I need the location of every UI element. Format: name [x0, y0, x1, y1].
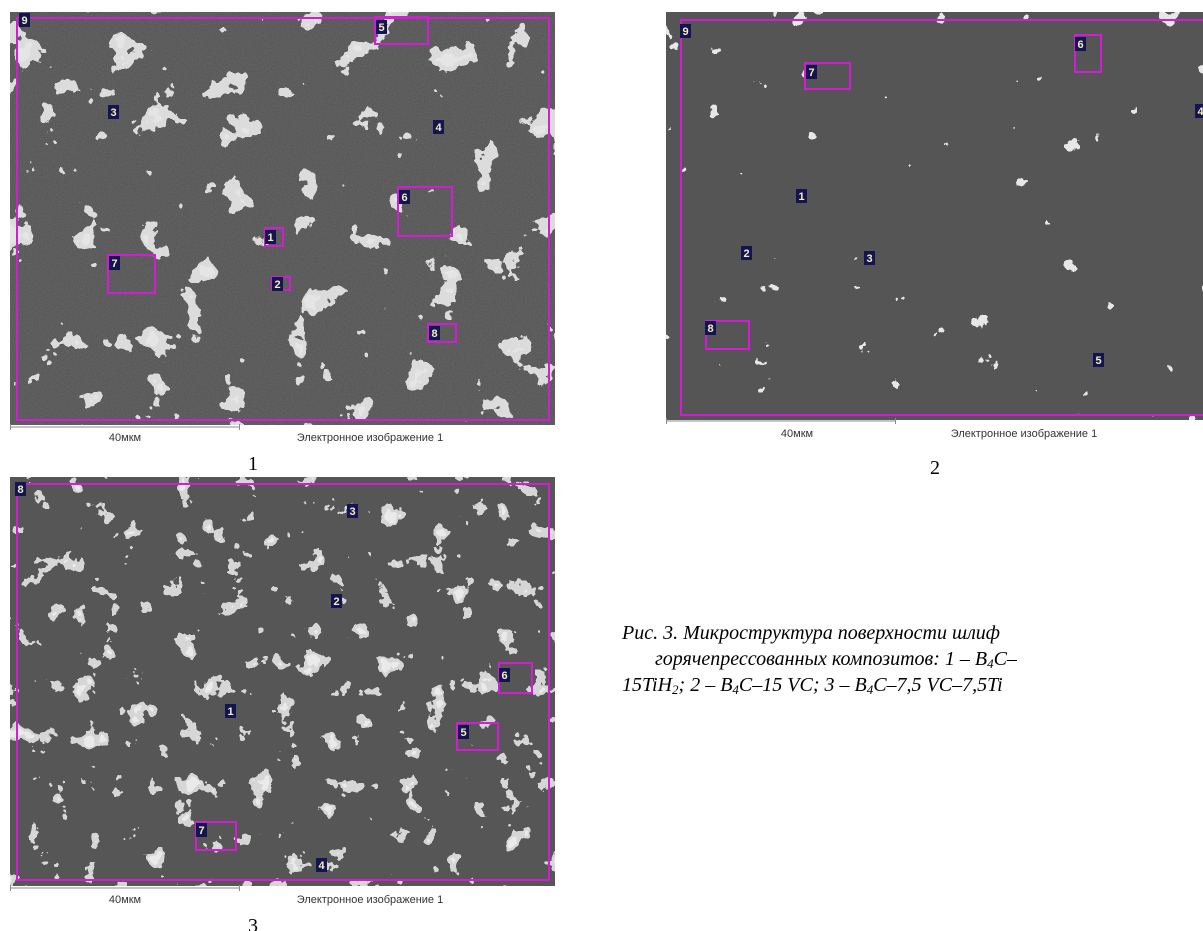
figure-caption-line: Рис. 3. Микроструктура поверхности шлиф — [621, 622, 1000, 644]
sem-panel: 9 5 3 4 6 1 7 2 8 40мкм Электронное изображение 1 1 — [10, 12, 555, 475]
region-label: 2 — [333, 596, 339, 608]
region-label: 2 — [743, 248, 749, 260]
region-label: 4 — [1197, 106, 1203, 118]
caption-text: 15TiH — [622, 674, 674, 696]
scale-label: 40мкм — [109, 432, 141, 444]
region-label: 7 — [198, 825, 204, 837]
region-label: 5 — [378, 22, 384, 34]
figure-caption-line: 15TiH2; 2 – B4C–15 VC; 3 – B4C–7,5 VC–7,… — [622, 674, 1003, 697]
figure: 9 5 3 4 6 1 7 2 8 40мкм Электронное изображение 1 1… — [0, 0, 1203, 931]
region-label: 3 — [349, 506, 355, 518]
caption-text: ; 2 – B — [679, 674, 733, 696]
panel-number: 1 — [248, 453, 258, 475]
region-label: 3 — [866, 253, 872, 265]
caption-text: C–15 VC; 3 – B — [739, 674, 867, 696]
region-label: 8 — [17, 484, 23, 496]
image-caption: Электронное изображение 1 — [297, 432, 443, 444]
region-label: 5 — [1095, 355, 1101, 367]
region-label: 5 — [460, 727, 466, 739]
figure-caption-line: горячепрессованных композитов: 1 – B4C– — [655, 648, 1018, 671]
scale-label: 40мкм — [109, 894, 141, 906]
caption-text: C–7,5 VC–7,5Ti — [873, 674, 1002, 696]
sem-image — [666, 12, 1203, 420]
page: {"panels": [ {"number": "1", "scale": "4… — [0, 0, 1203, 931]
panel-number: 2 — [930, 457, 940, 479]
region-label: 7 — [808, 67, 814, 79]
image-caption: Электронное изображение 1 — [951, 428, 1097, 440]
caption-text: C– — [994, 648, 1018, 670]
region-label: 6 — [1077, 39, 1083, 51]
region-label: 9 — [21, 15, 27, 27]
panel-number: 3 — [248, 915, 258, 931]
region-label: 8 — [707, 323, 713, 335]
sem-image — [10, 477, 555, 886]
region-label: 1 — [798, 191, 804, 203]
region-label: 1 — [227, 706, 233, 718]
region-label: 8 — [431, 328, 437, 340]
region-label: 2 — [274, 279, 280, 291]
region-label: 6 — [401, 192, 407, 204]
image-caption: Электронное изображение 1 — [297, 894, 443, 906]
scale-label: 40мкм — [781, 428, 813, 440]
region-label: 6 — [501, 670, 507, 682]
caption-text: горячепрессованных композитов: 1 – B — [655, 648, 987, 670]
region-label: 4 — [318, 860, 325, 872]
region-label: 3 — [110, 107, 116, 119]
caption-text: Рис. 3. Микроструктура поверхности шлиф — [621, 622, 1000, 644]
region-label: 9 — [682, 26, 688, 38]
region-label: 1 — [267, 232, 273, 244]
sem-panel: 9 6 7 4 1 2 3 8 5 40мкм Электронное изображение 1 2 — [666, 12, 1203, 479]
sem-panel: 8 3 2 6 1 5 7 4 40мкм Электронное изображение 1 3 — [10, 477, 555, 931]
region-label: 7 — [111, 258, 117, 270]
region-label: 4 — [435, 122, 442, 134]
sem-image — [10, 12, 555, 425]
